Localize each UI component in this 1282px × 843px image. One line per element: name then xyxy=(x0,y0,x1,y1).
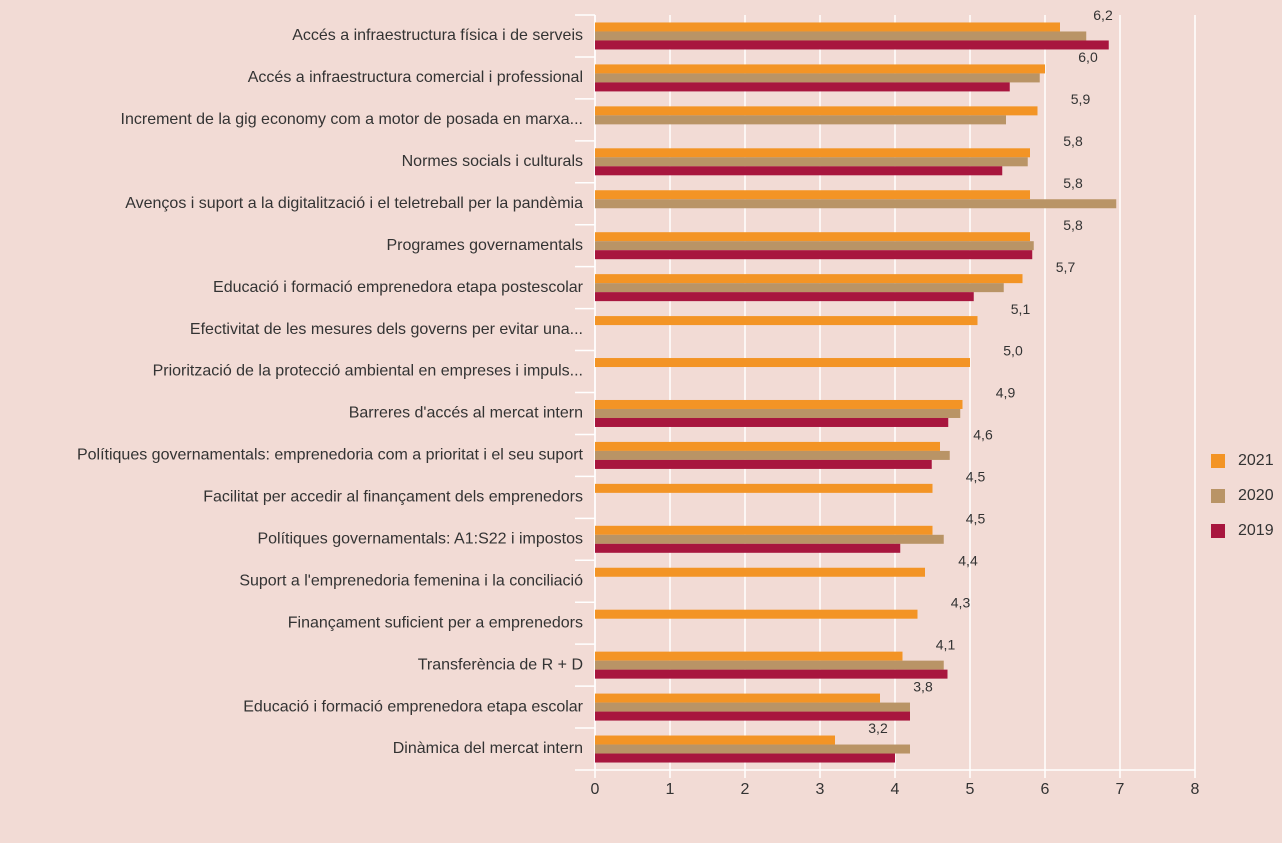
x-tick-label: 3 xyxy=(816,781,825,798)
bar xyxy=(595,651,903,661)
bar xyxy=(595,241,1034,251)
bar xyxy=(595,316,978,326)
bar xyxy=(595,22,1060,32)
value-label: 5,0 xyxy=(1003,343,1023,359)
bar xyxy=(595,190,1030,200)
category-label: Programes governamentals xyxy=(386,237,583,254)
category-label: Transferència de R + D xyxy=(418,656,583,673)
bar xyxy=(595,408,961,418)
value-label: 5,7 xyxy=(1056,259,1076,275)
bar xyxy=(595,660,944,670)
category-label: Dinàmica del mercat intern xyxy=(393,740,583,757)
value-label: 5,1 xyxy=(1011,301,1031,317)
bar xyxy=(595,106,1038,116)
bar xyxy=(595,148,1030,158)
value-label: 3,8 xyxy=(913,678,933,694)
x-tick-label: 8 xyxy=(1191,781,1200,798)
category-label: Normes socials i culturals xyxy=(402,153,583,170)
bar xyxy=(595,711,910,721)
value-label: 4,3 xyxy=(951,594,971,610)
legend-swatch xyxy=(1211,489,1225,503)
bar xyxy=(595,157,1028,167)
category-label: Increment de la gig economy com a motor … xyxy=(121,111,583,128)
value-label: 4,1 xyxy=(936,636,956,652)
category-label: Accés a infraestructura física i de serv… xyxy=(292,27,583,44)
category-label: Facilitat per accedir al finançament del… xyxy=(203,489,583,506)
bar xyxy=(595,753,895,763)
bar xyxy=(595,534,944,544)
x-tick-label: 4 xyxy=(891,781,900,798)
category-label: Finançament suficient per a emprenedors xyxy=(288,614,583,631)
value-label: 5,8 xyxy=(1063,217,1083,233)
value-label: 4,9 xyxy=(996,385,1016,401)
category-label: Polítiques governamentals: emprenedoria … xyxy=(77,447,584,464)
bar xyxy=(595,450,950,460)
bar xyxy=(595,40,1109,50)
legend-label: 2021 xyxy=(1238,452,1274,469)
value-label: 4,5 xyxy=(966,469,986,485)
category-label: Accés a infraestructura comercial i prof… xyxy=(248,69,583,86)
bar xyxy=(595,459,932,469)
category-label: Polítiques governamentals: A1:S22 i impo… xyxy=(257,531,583,548)
bar xyxy=(595,274,1023,284)
bar xyxy=(595,744,910,754)
value-label: 5,8 xyxy=(1063,175,1083,191)
category-label: Priorització de la protecció ambiental e… xyxy=(153,363,583,380)
bar xyxy=(595,441,940,451)
bar xyxy=(595,115,1006,125)
bar xyxy=(595,232,1030,242)
bar xyxy=(595,283,1004,293)
legend-swatch xyxy=(1211,524,1225,538)
bar xyxy=(595,31,1087,41)
bar xyxy=(595,64,1045,74)
legend-label: 2020 xyxy=(1238,487,1274,504)
x-tick-label: 0 xyxy=(591,781,600,798)
bar xyxy=(595,399,963,409)
value-label: 6,0 xyxy=(1078,49,1098,65)
bar xyxy=(595,483,933,493)
x-tick-label: 5 xyxy=(966,781,975,798)
bar xyxy=(595,292,974,302)
x-tick-label: 1 xyxy=(666,781,675,798)
category-label: Suport a l'emprenedoria femenina i la co… xyxy=(239,572,583,589)
value-label: 4,6 xyxy=(973,427,993,443)
value-label: 5,8 xyxy=(1063,133,1083,149)
bar xyxy=(595,702,910,712)
bar xyxy=(595,358,970,368)
bar xyxy=(595,567,925,577)
category-label: Efectivitat de les mesures dels governs … xyxy=(190,321,583,338)
bar xyxy=(595,199,1117,209)
bar xyxy=(595,82,1010,92)
bar xyxy=(595,609,918,619)
bar xyxy=(595,417,949,427)
legend-label: 2019 xyxy=(1238,522,1274,539)
bar xyxy=(595,735,835,745)
category-label: Barreres d'accés al mercat intern xyxy=(349,405,583,422)
bar xyxy=(595,250,1033,260)
bar xyxy=(595,73,1040,83)
category-label: Educació i formació emprenedora etapa po… xyxy=(213,279,584,296)
bar xyxy=(595,669,948,679)
value-label: 4,4 xyxy=(958,552,978,568)
value-label: 6,2 xyxy=(1093,7,1113,23)
legend-swatch xyxy=(1211,454,1225,468)
x-tick-label: 6 xyxy=(1041,781,1050,798)
bar xyxy=(595,166,1003,176)
bar xyxy=(595,525,933,535)
value-label: 3,2 xyxy=(868,720,888,736)
x-tick-label: 2 xyxy=(741,781,750,798)
category-label: Avenços i suport a la digitalització i e… xyxy=(125,195,583,212)
value-label: 4,5 xyxy=(966,511,986,527)
bar xyxy=(595,693,880,703)
value-label: 5,9 xyxy=(1071,91,1091,107)
bar xyxy=(595,543,901,553)
x-tick-label: 7 xyxy=(1116,781,1125,798)
category-label: Educació i formació emprenedora etapa es… xyxy=(243,698,583,715)
